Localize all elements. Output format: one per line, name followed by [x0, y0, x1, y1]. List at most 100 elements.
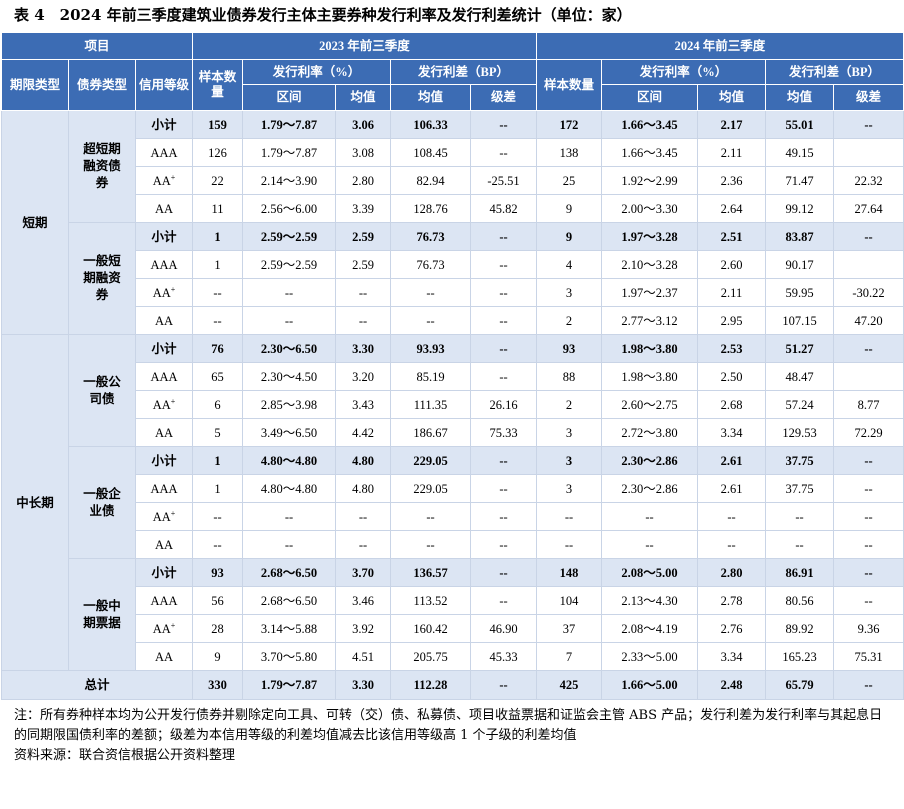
credit-rating-label: 小计: [151, 117, 177, 132]
spread-2024-cell: 55.01: [765, 110, 834, 139]
sample-2023-cell: 9: [192, 642, 243, 671]
spread-2023-cell: 108.45: [390, 138, 471, 167]
mean-2024-cell: 2.68: [697, 390, 766, 419]
mean-2023-cell: 3.92: [335, 614, 391, 643]
range-2024-cell: 1.66～3.45: [601, 110, 698, 139]
mean-2023-cell: 3.70: [335, 558, 391, 587]
credit-rating-cell: AA: [135, 530, 193, 559]
spread-2023-cell: --: [390, 530, 471, 559]
diff-2024-cell: 27.64: [833, 194, 904, 223]
diff-2024-cell: --: [833, 474, 904, 503]
spread-2024-cell: 80.56: [765, 586, 834, 615]
spread-2023-cell: --: [390, 502, 471, 531]
bond-type-label: 一般公司债: [83, 374, 121, 406]
spread-2024-cell: 71.47: [765, 166, 834, 195]
table-row: AAA 126 1.79～7.87 3.08 108.45 -- 138 1.66～3.45 2…: [2, 138, 904, 167]
mean-2023-cell: 3.43: [335, 390, 391, 419]
spread-2024-cell: 51.27: [765, 334, 834, 363]
range-2024-cell: 1.98～3.80: [601, 334, 698, 363]
credit-rating-cell: 小计: [135, 334, 193, 363]
range-2023-cell: 3.14～5.88: [242, 614, 336, 643]
diff-2024-cell: --: [833, 222, 904, 251]
mean-2024-cell: 2.11: [697, 278, 766, 307]
diff-2023-cell: --: [470, 586, 537, 615]
sample-2023-cell: 76: [192, 334, 243, 363]
diff-2023-cell: --: [470, 222, 537, 251]
rating-plus-suffix: +: [170, 620, 176, 630]
credit-rating-label: AA: [152, 509, 171, 524]
diff-2023-cell: --: [470, 334, 537, 363]
diff-2023-cell: -25.51: [470, 166, 537, 195]
mean-2024-cell: 2.95: [697, 306, 766, 335]
mean-2023-cell: 3.20: [335, 362, 391, 391]
diff-2024-cell: [833, 362, 904, 391]
mean-2023-cell: 2.59: [335, 222, 391, 251]
range-2023-cell: 3.70～5.80: [242, 642, 336, 671]
mean-2024-cell: 2.51: [697, 222, 766, 251]
diff-2024-cell: 22.32: [833, 166, 904, 195]
table-row: AA -- -- -- -- -- -- -- -- -- --: [2, 530, 904, 559]
sample-2024-cell: 148: [536, 558, 602, 587]
spread-2024-cell: 165.23: [765, 642, 834, 671]
sample-2023-cell: 6: [192, 390, 243, 419]
range-2024-cell: 2.60～2.75: [601, 390, 698, 419]
credit-rating-label: AA: [152, 621, 171, 636]
header-diff-2023: 级差: [470, 84, 537, 111]
sample-2024-cell: 88: [536, 362, 602, 391]
credit-rating-label: AA: [152, 173, 171, 188]
diff-2023-cell: --: [470, 278, 537, 307]
mean-2024-cell: 2.11: [697, 138, 766, 167]
diff-2024-cell: 72.29: [833, 418, 904, 447]
spread-2024-cell: 37.75: [765, 474, 834, 503]
total-mean-2023: 3.30: [335, 670, 391, 700]
diff-2023-cell: --: [470, 474, 537, 503]
diff-2024-cell: 75.31: [833, 642, 904, 671]
mean-2023-cell: --: [335, 278, 391, 307]
range-2023-cell: 4.80～4.80: [242, 474, 336, 503]
diff-2024-cell: --: [833, 558, 904, 587]
mean-2023-cell: 4.42: [335, 418, 391, 447]
total-spread-2024: 65.79: [765, 670, 834, 700]
sample-2024-cell: --: [536, 502, 602, 531]
spread-2023-cell: 136.57: [390, 558, 471, 587]
diff-2023-cell: --: [470, 110, 537, 139]
header-credit-rating: 信用等级: [135, 59, 193, 111]
sample-2024-cell: 9: [536, 222, 602, 251]
range-2024-cell: 2.13～4.30: [601, 586, 698, 615]
mean-2024-cell: 2.64: [697, 194, 766, 223]
credit-rating-cell: AA: [135, 194, 193, 223]
sample-2024-cell: 9: [536, 194, 602, 223]
spread-2023-cell: --: [390, 278, 471, 307]
header-year-2023: 2023 年前三季度: [192, 32, 537, 60]
credit-rating-cell: AAA: [135, 362, 193, 391]
sample-2023-cell: 11: [192, 194, 243, 223]
bond-type-cell: 一般企业债: [68, 446, 136, 559]
mean-2024-cell: 3.34: [697, 418, 766, 447]
mean-2023-cell: 3.30: [335, 334, 391, 363]
range-2023-cell: 2.30～6.50: [242, 334, 336, 363]
credit-rating-cell: 小计: [135, 222, 193, 251]
header-diff-2024: 级差: [833, 84, 904, 111]
sample-2024-cell: 37: [536, 614, 602, 643]
header-term-type: 期限类型: [1, 59, 69, 111]
mean-2024-cell: 2.50: [697, 362, 766, 391]
credit-rating-cell: AAA: [135, 586, 193, 615]
subtotal-row: 中长期 一般公司债 小计 76 2.30～6.50 3.30 93.93 -- 93 1.98～3…: [1, 334, 904, 671]
header-year-2024: 2024 年前三季度: [536, 32, 904, 60]
diff-2023-cell: 45.33: [470, 642, 537, 671]
range-2023-cell: 2.59～2.59: [242, 250, 336, 279]
spread-2023-cell: 82.94: [390, 166, 471, 195]
range-2024-cell: 2.00～3.30: [601, 194, 698, 223]
mean-2023-cell: 3.46: [335, 586, 391, 615]
mean-2023-cell: 4.80: [335, 446, 391, 475]
sample-2024-cell: 2: [536, 390, 602, 419]
sample-2023-cell: 93: [192, 558, 243, 587]
range-2023-cell: 2.68～6.50: [242, 558, 336, 587]
diff-2023-cell: --: [470, 250, 537, 279]
mean-2024-cell: 2.17: [697, 110, 766, 139]
rating-plus-suffix: +: [170, 284, 176, 294]
diff-2024-cell: --: [833, 502, 904, 531]
mean-2023-cell: 4.51: [335, 642, 391, 671]
range-2024-cell: 2.30～2.86: [601, 446, 698, 475]
spread-2024-cell: --: [765, 502, 834, 531]
